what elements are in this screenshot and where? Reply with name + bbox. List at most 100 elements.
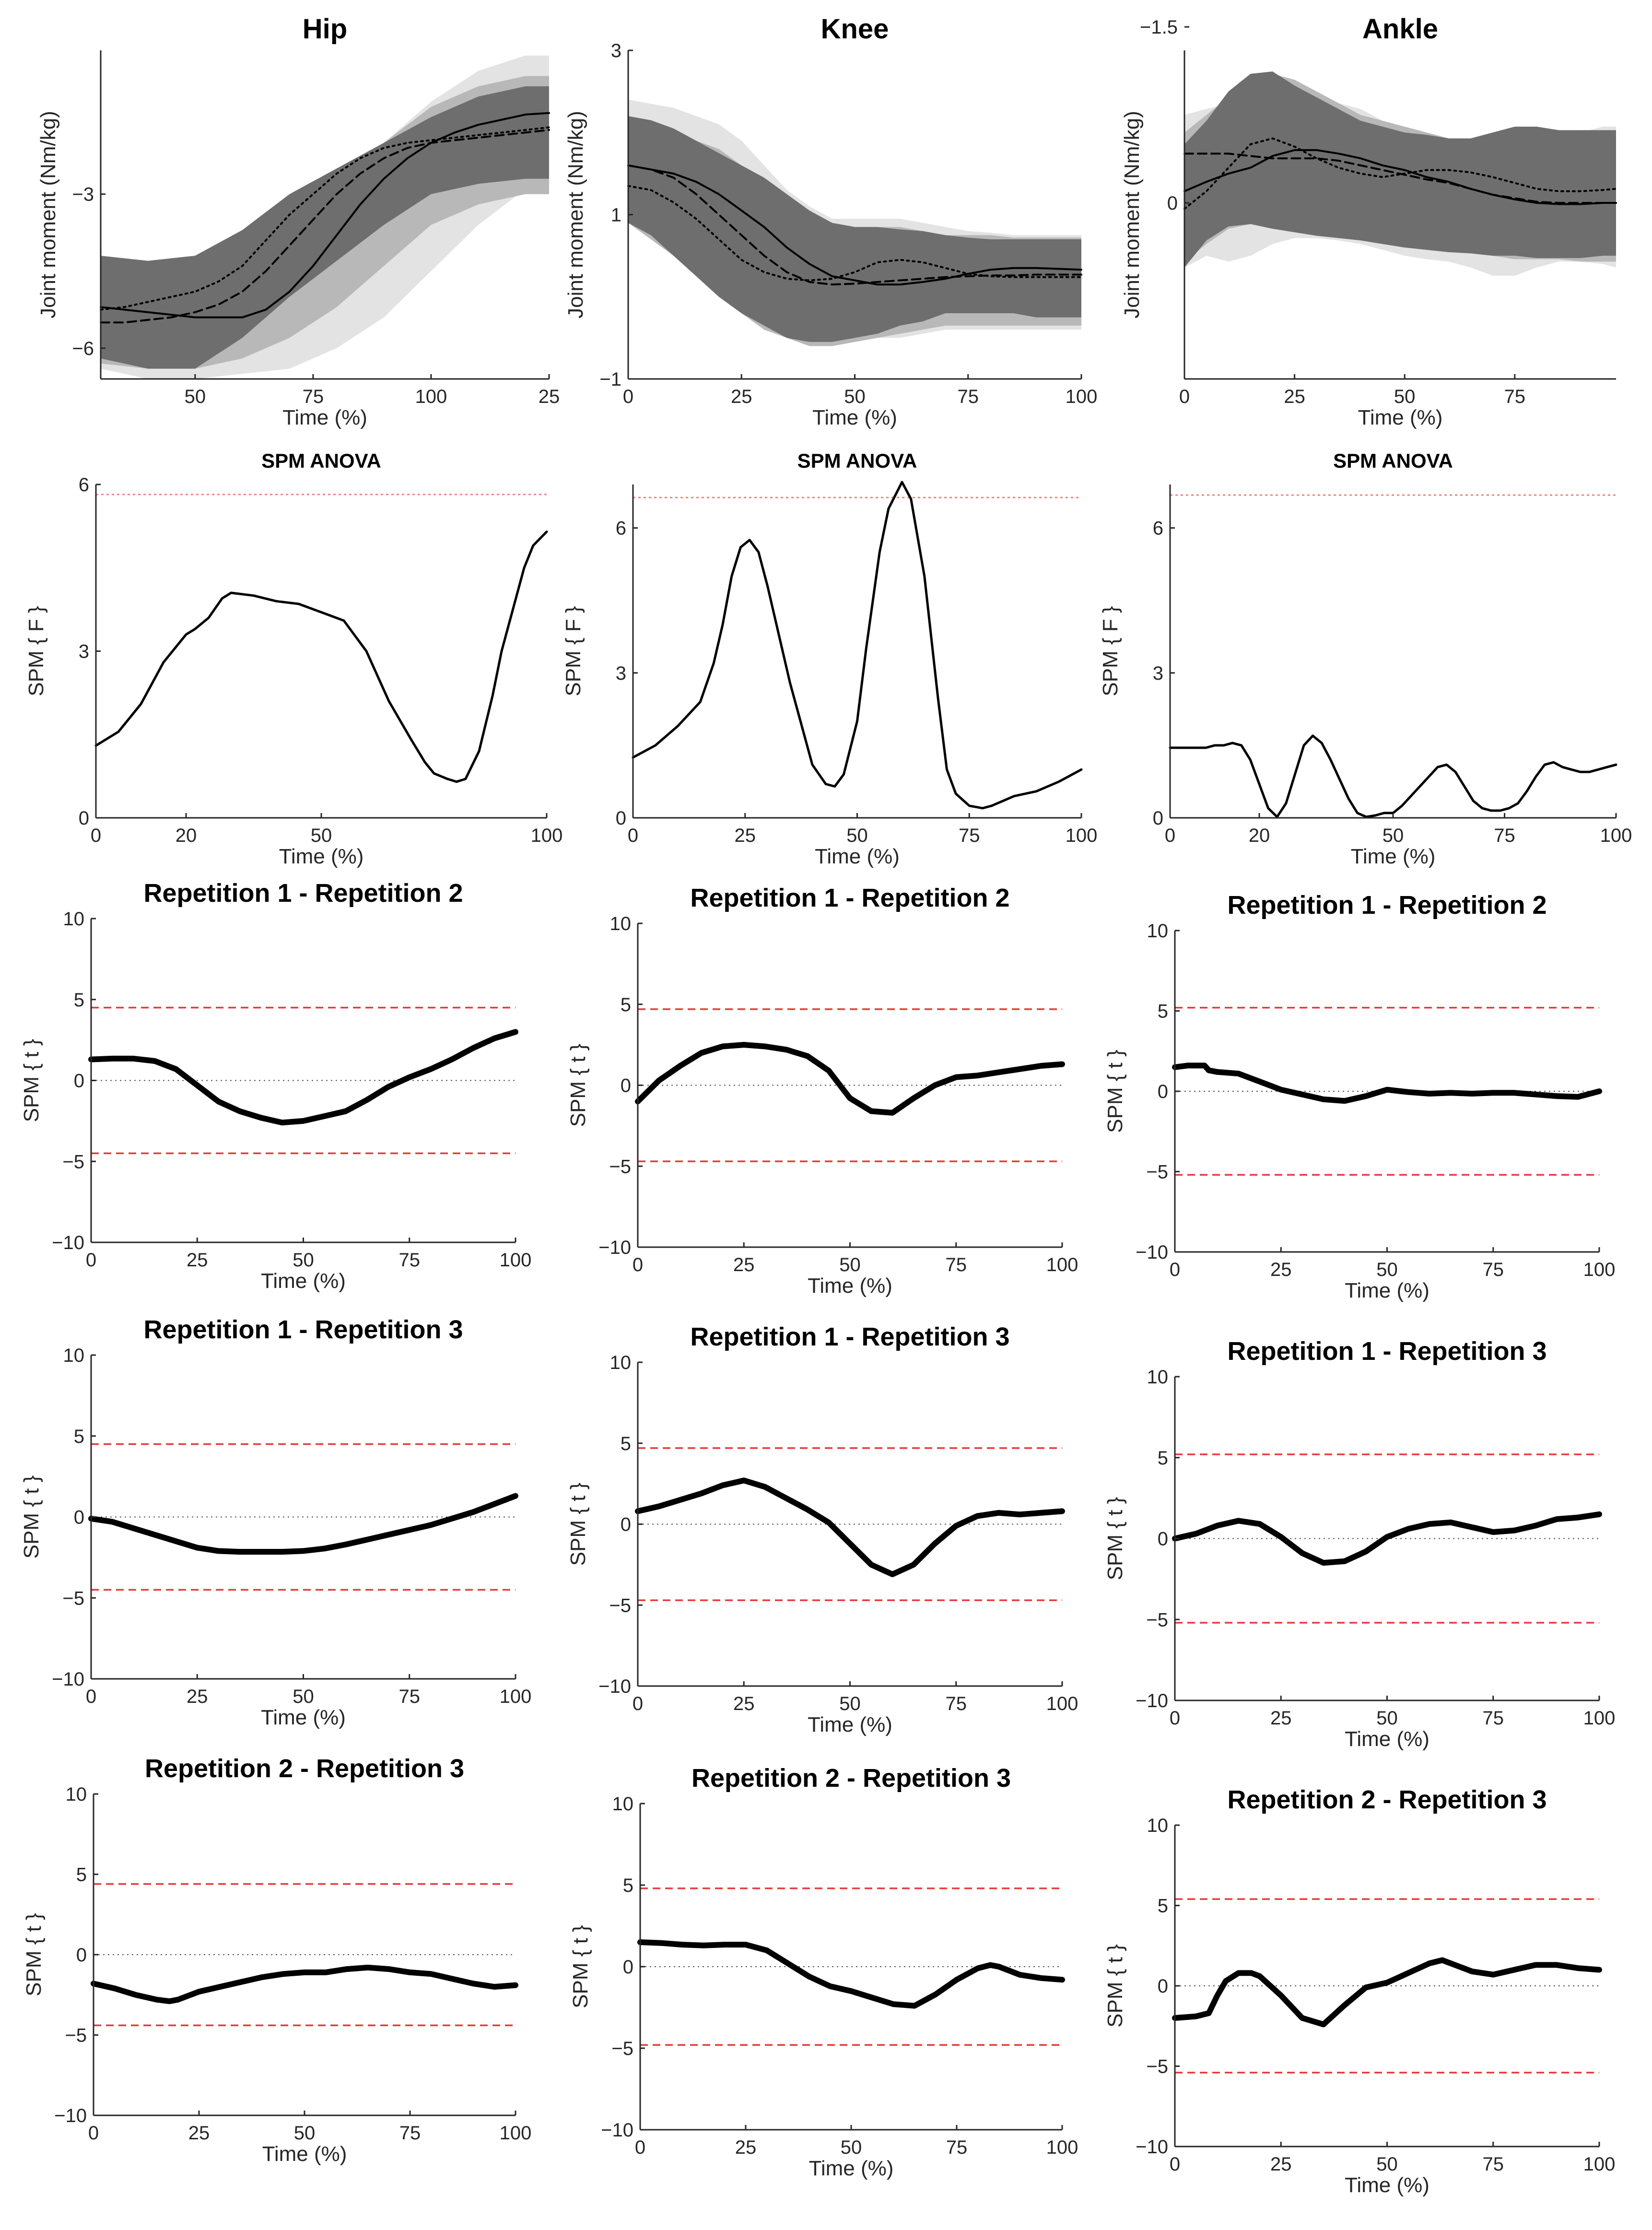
ankle-r13-xtick-label: 25 — [1270, 1708, 1292, 1729]
ankle-r13-series-t — [1172, 1511, 1602, 1566]
knee-r12-xlabel: Time (%) — [808, 1274, 892, 1298]
ankle-r23-ytick-label: 5 — [1158, 1896, 1168, 1917]
hip-moment-band-dark — [101, 86, 549, 369]
ankle-r13-xtick-label: 0 — [1170, 1708, 1180, 1729]
hip-r13-ytick-label: −10 — [52, 1669, 84, 1690]
hip-r23-xtick-label: 75 — [399, 2123, 421, 2144]
ankle-anova-xlabel: Time (%) — [1351, 845, 1436, 868]
hip-r12-xtick-label: 25 — [187, 1250, 208, 1271]
hip-moment-ytick-label: −6 — [72, 338, 94, 359]
ankle-r12-ytick-label: −10 — [1136, 1242, 1168, 1263]
knee-anova-ytick-label: 3 — [616, 663, 626, 684]
hip-moment-xtick-label: 75 — [303, 386, 324, 407]
ankle-r12-xtick-label: 75 — [1483, 1259, 1504, 1280]
knee-moment-xlabel: Time (%) — [812, 406, 897, 429]
ankle-r13-ytick-label: −10 — [1136, 1690, 1168, 1711]
ankle-r12-ytick-label: 10 — [1147, 920, 1169, 942]
ankle-anova-xtick-label: 75 — [1494, 825, 1515, 846]
hip-r12-ytick-label: −10 — [52, 1232, 84, 1253]
ankle-r13-ytick-label: 0 — [1158, 1529, 1168, 1550]
knee-r13-ytick-label: −5 — [609, 1595, 631, 1616]
ankle-r13-xtick-label: 100 — [1583, 1708, 1616, 1729]
hip-moment-xtick-label: 100 — [415, 386, 447, 407]
hip-r23-ytick-label: −5 — [65, 2025, 87, 2046]
ankle-moment-series-dotted — [1183, 137, 1617, 210]
knee-moment-series-dashed — [627, 164, 1082, 286]
knee-r12-xtick-label: 100 — [1046, 1254, 1078, 1275]
hip-r12-xtick-label: 75 — [399, 1250, 421, 1271]
hip-r13-xtick-label: 100 — [500, 1686, 532, 1707]
ankle-r13-title: Repetition 1 - Repetition 3 — [1227, 1337, 1547, 1366]
knee-moment-ytick-label: 1 — [611, 205, 621, 226]
knee-anova-xtick-label: 75 — [959, 825, 980, 846]
hip-r13-title: Repetition 1 - Repetition 3 — [143, 1315, 463, 1344]
knee-anova-xlabel: Time (%) — [815, 845, 900, 868]
hip-r13-ylabel: SPM { t } — [20, 1475, 43, 1559]
ankle-moment-ytick-label: −1.5 — [1140, 17, 1178, 38]
hip-moment-xlabel: Time (%) — [282, 406, 367, 429]
ankle-r12-ytick-label: −5 — [1146, 1162, 1168, 1183]
ankle-anova-ytick-label: 0 — [1153, 808, 1163, 829]
ankle-r23-title: Repetition 2 - Repetition 3 — [1227, 1785, 1547, 1814]
knee-r23-panel: 0 25 50 75 100 −10 −5 0 5 10 Time (%) SPM { t } Repe… — [569, 1764, 1078, 2180]
knee-r13-panel: 0 25 50 75 100 −10 −5 0 5 10 Time (%) SPM { t } Repe… — [566, 1322, 1078, 1736]
hip-moment-series-dotted — [100, 126, 550, 311]
hip-r12-panel: 0 25 50 75 100 −10 −5 0 5 10 Time (%) SPM { t } Repe… — [20, 879, 531, 1293]
knee-r12-ytick-label: 10 — [610, 913, 632, 934]
knee-r23-ytick-label: 5 — [623, 1875, 633, 1896]
hip-r13-ytick-label: −5 — [62, 1588, 84, 1609]
hip-r13-series-t — [88, 1493, 518, 1555]
knee-anova-panel: 0 25 50 75 100 0 3 6 Time (%) SPM { F } SPM ANOVA — [562, 449, 1097, 868]
ankle-r12-xtick-label: 25 — [1270, 1259, 1292, 1280]
knee-r13-series-t — [635, 1477, 1065, 1578]
knee-r13-xlabel: Time (%) — [808, 1713, 892, 1736]
knee-moment-title: Knee — [821, 13, 889, 45]
ankle-r13-ytick-label: −5 — [1146, 1609, 1168, 1630]
knee-r23-ytick-label: 10 — [612, 1793, 634, 1815]
ankle-anova-panel: 0 20 50 75 100 0 3 6 Time (%) SPM { F } SPM ANOVA — [1099, 449, 1632, 868]
knee-r12-ytick-label: 0 — [621, 1075, 631, 1097]
ankle-r12-series-t — [1172, 1062, 1602, 1104]
hip-r23-ytick-label: −10 — [54, 2105, 87, 2126]
knee-r23-series-t — [637, 1939, 1065, 2009]
hip-moment-series-solid — [100, 112, 550, 319]
hip-moment-ytick-label: −3 — [72, 184, 94, 205]
ankle-r12-xtick-label: 50 — [1376, 1259, 1398, 1280]
ankle-r23-xtick-label: 50 — [1376, 2154, 1398, 2175]
ankle-anova-ytick-label: 3 — [1153, 663, 1163, 684]
hip-r12-ylabel: SPM { t } — [20, 1039, 43, 1122]
ankle-moment-xtick-label: 75 — [1504, 386, 1526, 407]
knee-r12-panel: 0 25 50 75 100 −10 −5 0 5 10 Time (%) SPM { t } Repe… — [566, 884, 1078, 1298]
knee-moment-xtick-label: 100 — [1066, 386, 1098, 407]
hip-anova-series-F — [94, 531, 548, 783]
hip-r12-xtick-label: 100 — [500, 1250, 532, 1271]
ankle-anova-xtick-label: 100 — [1600, 825, 1632, 846]
hip-anova-ytick-label: 0 — [79, 808, 89, 829]
hip-r23-series-t — [91, 1964, 518, 2005]
knee-r12-xtick-label: 25 — [733, 1254, 755, 1275]
ankle-r23-xtick-label: 100 — [1583, 2154, 1616, 2175]
hip-anova-xtick-label: 50 — [311, 825, 332, 846]
ankle-r12-ylabel: SPM { t } — [1103, 1050, 1127, 1133]
hip-r12-xtick-label: 0 — [86, 1250, 96, 1271]
hip-anova-xtick-label: 20 — [176, 825, 197, 846]
knee-moment-xtick-label: 50 — [844, 386, 866, 407]
ankle-r12-ytick-label: 0 — [1158, 1081, 1168, 1102]
ankle-anova-series-F — [1169, 734, 1617, 818]
ankle-r13-ytick-label: 10 — [1147, 1367, 1169, 1388]
ankle-moment-xtick-label: 50 — [1394, 386, 1416, 407]
knee-moment-band-dark — [628, 116, 1081, 342]
ankle-moment-xtick-label: 25 — [1284, 386, 1305, 407]
hip-r12-title: Repetition 1 - Repetition 2 — [143, 879, 463, 908]
knee-r13-ytick-label: 0 — [621, 1514, 631, 1535]
ankle-r12-title: Repetition 1 - Repetition 2 — [1227, 891, 1547, 920]
knee-r13-title: Repetition 1 - Repetition 3 — [690, 1322, 1009, 1351]
hip-anova-ytick-label: 3 — [79, 641, 89, 662]
knee-moment-ytick-label: 3 — [611, 40, 621, 61]
hip-anova-title: SPM ANOVA — [261, 449, 381, 472]
hip-r23-ytick-label: 0 — [76, 1945, 87, 1966]
ankle-r13-xlabel: Time (%) — [1345, 1727, 1429, 1751]
ankle-r23-ytick-label: −10 — [1136, 2136, 1168, 2158]
knee-moment-ytick-label: −1 — [599, 369, 621, 390]
hip-r23-xtick-label: 100 — [500, 2123, 532, 2144]
